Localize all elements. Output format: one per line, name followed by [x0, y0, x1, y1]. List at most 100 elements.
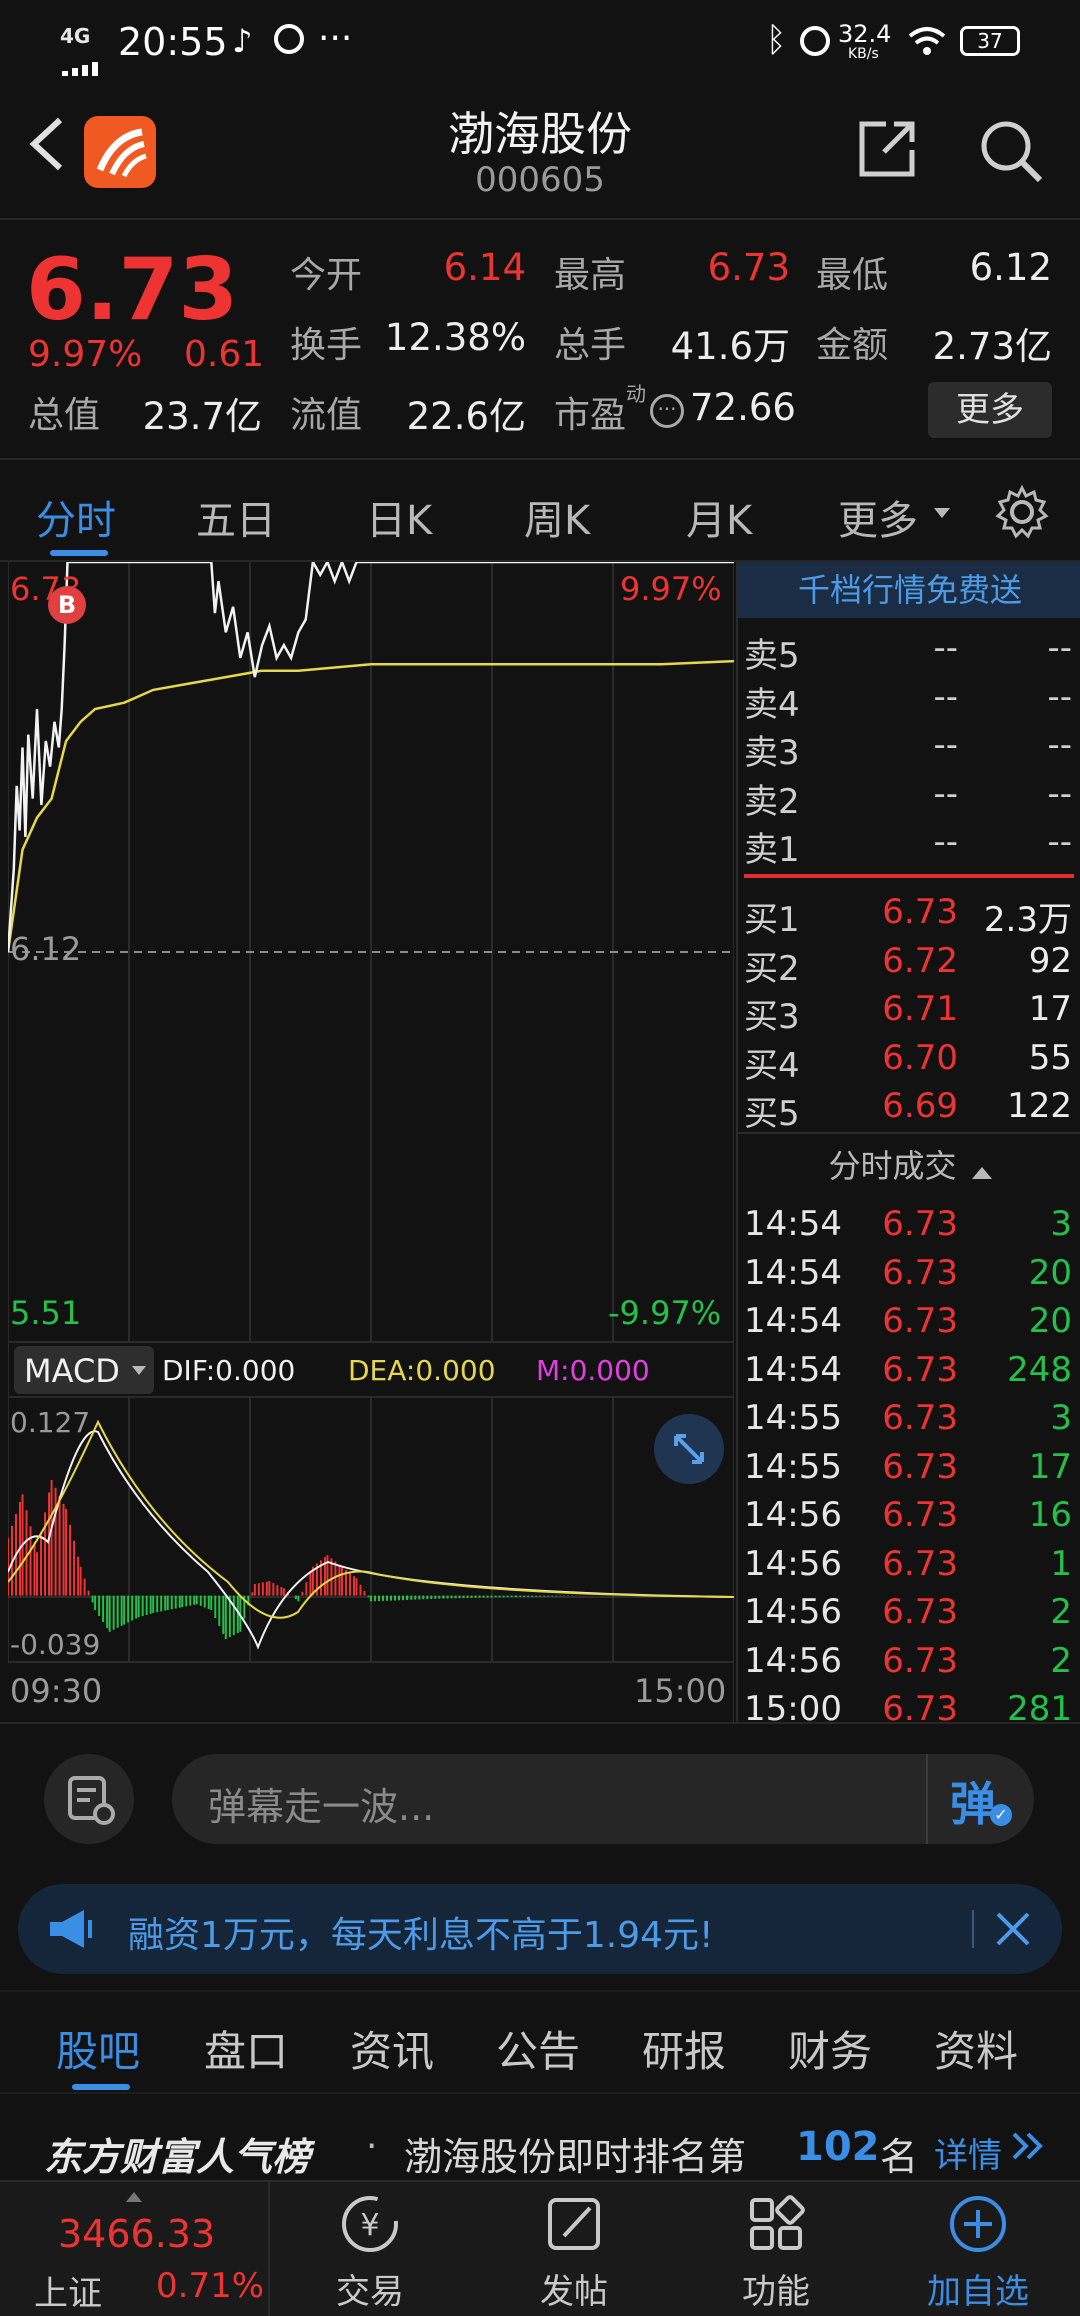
- buy-row-volume: 122: [1007, 1086, 1072, 1126]
- tab-orderbook[interactable]: 盘口: [204, 2027, 289, 2076]
- stock-code: 000605: [475, 160, 605, 200]
- sell-row-volume: --: [1047, 725, 1072, 765]
- share-icon[interactable]: [856, 118, 918, 184]
- header-bar: 渤海股份 000605: [0, 84, 1080, 220]
- nav-post[interactable]: 发帖: [494, 2182, 654, 2316]
- tiktok-icon: ♪: [232, 22, 253, 60]
- buy-row: 买1 6.73 2.3万: [738, 888, 1080, 940]
- ranking-details-link[interactable]: 详情: [934, 2136, 1002, 2176]
- app-notification-icon: [274, 24, 304, 54]
- active-tab-underline: [72, 2084, 130, 2090]
- info-tabs: 股吧 盘口 资讯 公告 研报 财务 资料: [0, 1990, 1080, 2094]
- trades-header-label: 分时成交: [828, 1147, 957, 1185]
- sell-row: 卖2 -- --: [738, 770, 1080, 822]
- float-cap-value: 22.6亿: [406, 395, 526, 438]
- tab-research[interactable]: 研报: [642, 2027, 727, 2076]
- trade-row-price: 6.73: [882, 1543, 958, 1584]
- buy-row-price: 6.70: [882, 1037, 958, 1078]
- bottom-navigation: 3466.33 上证 0.71% ¥ 交易 发帖 功能 加自选: [0, 2180, 1080, 2316]
- market-cap-value: 23.7亿: [142, 395, 262, 438]
- search-icon[interactable]: [978, 118, 1044, 188]
- pe-info-icon[interactable]: ···: [650, 394, 684, 428]
- index-ticker[interactable]: 3466.33 上证 0.71%: [0, 2182, 270, 2316]
- trade-row: 14:55 6.73 17: [738, 1443, 1080, 1491]
- open-label: 今开: [290, 255, 363, 296]
- chart-bottom-price: 5.51: [10, 1294, 82, 1332]
- tab-more[interactable]: 更多: [838, 498, 918, 544]
- tab-monthly-k[interactable]: 月K: [686, 498, 753, 544]
- turnover-label: 换手: [290, 325, 363, 366]
- nav-post-label: 发帖: [540, 2272, 608, 2312]
- sell-row: 卖1 -- --: [738, 818, 1080, 870]
- sell-row-label: 卖2: [744, 781, 800, 822]
- buy-marker-badge[interactable]: B: [48, 586, 86, 624]
- trade-row-time: 14:54: [744, 1252, 842, 1293]
- promo-banner[interactable]: 千档行情免费送: [738, 562, 1080, 618]
- sell-row-price: --: [933, 773, 958, 814]
- chart-period-tabs: 分时 五日 日K 周K 月K 更多: [0, 458, 1080, 562]
- danmu-send-button[interactable]: 弹: [950, 1777, 996, 1831]
- popularity-ranking[interactable]: 东方财富人气榜 · 渤海股份即时排名第 102 名 详情: [0, 2096, 1080, 2180]
- trade-row: 14:54 6.73 20: [738, 1249, 1080, 1297]
- market-cap-label: 总值: [28, 395, 101, 436]
- danmu-bar: 弹幕走一波... 弹 ✓: [0, 1722, 1080, 1872]
- active-tab-underline: [50, 550, 108, 556]
- app-logo: [84, 116, 156, 188]
- pe-superscript: 动: [626, 382, 646, 406]
- danmu-placeholder: 弹幕走一波...: [208, 1785, 435, 1829]
- tab-announcements[interactable]: 公告: [496, 2027, 581, 2076]
- tab-forum[interactable]: 股吧: [56, 2027, 141, 2076]
- settings-gear-icon[interactable]: [994, 484, 1050, 544]
- tab-news[interactable]: 资讯: [350, 2027, 435, 2076]
- tab-financials[interactable]: 财务: [788, 2027, 873, 2076]
- tab-intraday[interactable]: 分时: [36, 498, 116, 544]
- macd-dea: DEA:0.000: [348, 1354, 496, 1387]
- buy-row-volume: 55: [1028, 1037, 1072, 1078]
- current-price: 6.73: [26, 240, 239, 340]
- buy-row: 买4 6.70 55: [738, 1034, 1080, 1086]
- trade-row-time: 14:56: [744, 1592, 842, 1632]
- trade-row-price: 6.73: [882, 1252, 958, 1293]
- nav-functions[interactable]: 功能: [696, 2182, 856, 2316]
- ad-banner[interactable]: 融资1万元，每天利息不高于1.94元!: [18, 1884, 1062, 1974]
- macd-indicator-select[interactable]: MACD: [14, 1346, 154, 1394]
- trade-row: 14:54 6.73 248: [738, 1346, 1080, 1394]
- intraday-chart[interactable]: 6.73 B 9.97% 6.12 5.51 -9.97% MACD DIF:0…: [8, 562, 734, 1722]
- bluetooth-icon: ᛒ: [766, 20, 787, 60]
- expand-chart-icon[interactable]: [654, 1414, 724, 1484]
- caret-up-icon: [971, 1166, 992, 1179]
- alarm-icon: [800, 26, 830, 56]
- back-icon[interactable]: [26, 116, 66, 176]
- trade-row: 14:54 6.73 3: [738, 1200, 1080, 1248]
- tab-daily-k[interactable]: 日K: [366, 498, 433, 544]
- nav-add-watchlist[interactable]: 加自选: [898, 2182, 1058, 2316]
- pe-value: 72.66: [690, 386, 796, 429]
- more-button[interactable]: 更多: [928, 382, 1052, 438]
- divider: [738, 1132, 1080, 1134]
- trade-row-volume: 17: [1028, 1446, 1072, 1487]
- volume-value: 41.6万: [670, 325, 790, 368]
- close-icon[interactable]: [990, 1906, 1036, 1956]
- danmu-input[interactable]: 弹幕走一波... 弹 ✓: [172, 1754, 1034, 1844]
- trade-row-time: 14:56: [744, 1640, 842, 1681]
- buy-row-label: 买2: [744, 948, 800, 989]
- tab-profile[interactable]: 资料: [934, 2027, 1019, 2076]
- turnover-value: 12.38%: [384, 316, 526, 359]
- buy-row-label: 买3: [744, 997, 800, 1037]
- change-amount: 0.61: [184, 334, 265, 375]
- trade-row-volume: 2: [1050, 1592, 1072, 1632]
- buy-row-label: 买4: [744, 1045, 800, 1086]
- megaphone-icon: [46, 1908, 96, 1954]
- amount-value: 2.73亿: [932, 325, 1052, 368]
- ad-divider: [972, 1910, 974, 1948]
- nav-trade[interactable]: ¥ 交易: [290, 2182, 450, 2316]
- trades-header[interactable]: 分时成交: [738, 1138, 1080, 1194]
- trade-row-time: 14:54: [744, 1204, 842, 1244]
- tab-five-day[interactable]: 五日: [196, 498, 276, 544]
- danmu-settings-icon[interactable]: [44, 1754, 134, 1844]
- chart-top-pct: 9.97%: [620, 570, 722, 608]
- time-end: 15:00: [634, 1672, 727, 1710]
- check-badge-icon: ✓: [990, 1804, 1012, 1826]
- tab-weekly-k[interactable]: 周K: [524, 498, 591, 544]
- macd-m: M:0.000: [536, 1354, 650, 1387]
